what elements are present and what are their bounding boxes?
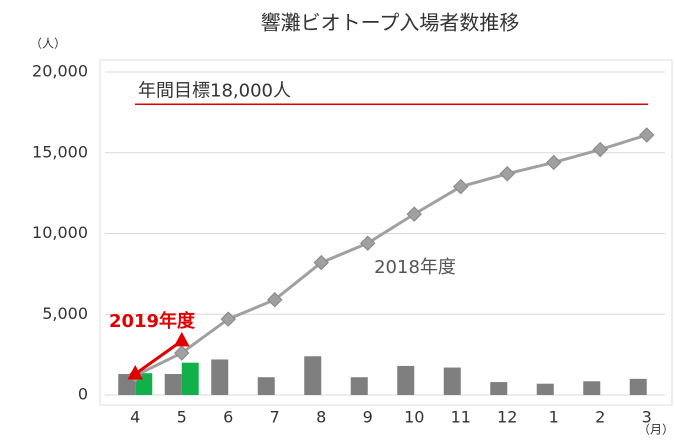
marker	[593, 143, 607, 157]
marker	[500, 167, 514, 181]
bar	[165, 374, 182, 395]
y-tick-label: 5,000	[42, 304, 88, 323]
x-tick-label: 4	[130, 408, 140, 427]
x-tick-label: 3	[642, 408, 652, 427]
x-tick-label: 8	[316, 408, 326, 427]
y-tick-label: 0	[78, 385, 88, 404]
bar	[397, 366, 414, 395]
series-label: 2019年度	[109, 310, 196, 332]
x-tick-label: 9	[363, 408, 373, 427]
x-tick-label: 2	[595, 408, 605, 427]
x-tick-label: 1	[549, 408, 559, 427]
marker	[175, 333, 189, 346]
x-tick-label: 10	[404, 408, 424, 427]
marker	[640, 128, 654, 142]
series-label: 2018年度	[374, 257, 456, 278]
bar	[258, 377, 275, 395]
bar	[444, 368, 461, 395]
x-tick-label: 6	[223, 408, 233, 427]
y-unit: （人）	[30, 37, 66, 51]
bar	[351, 377, 368, 395]
x-tick-label: 12	[497, 408, 517, 427]
target-label: 年間目標18,000人	[138, 80, 291, 101]
marker	[547, 155, 561, 169]
bar	[630, 379, 647, 395]
chart-title: 響灘ビオトープ入場者数推移	[261, 11, 520, 35]
y-tick-label: 15,000	[32, 142, 88, 161]
bar	[537, 384, 554, 395]
x-tick-label: 7	[270, 408, 280, 427]
y-tick-label: 20,000	[32, 62, 88, 81]
chart: 響灘ビオトープ入場者数推移 （人） （月） 05,00010,00015,000…	[0, 0, 675, 440]
bar	[490, 382, 507, 395]
bar	[583, 381, 600, 395]
line	[135, 135, 647, 376]
y-tick-label: 10,000	[32, 223, 88, 242]
x-tick-label: 5	[177, 408, 187, 427]
bar	[182, 363, 199, 395]
marker	[407, 207, 421, 221]
marker	[361, 236, 375, 250]
bar	[211, 359, 228, 395]
marker	[454, 180, 468, 194]
x-tick-label: 11	[451, 408, 471, 427]
bar	[304, 356, 321, 395]
